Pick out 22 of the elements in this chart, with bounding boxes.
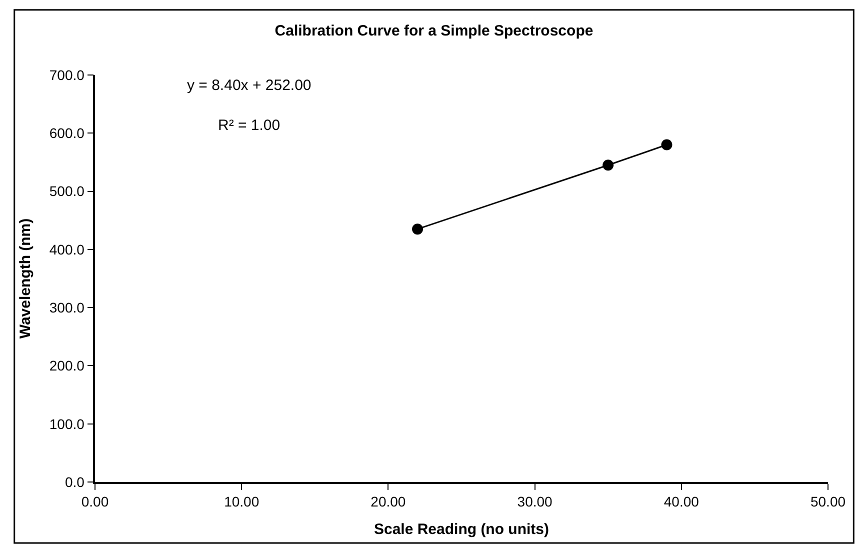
chart-title: Calibration Curve for a Simple Spectroscope bbox=[274, 22, 594, 40]
annotation: R² = 1.00 bbox=[218, 117, 280, 134]
y-tick-label: 0.0 bbox=[64, 474, 85, 490]
x-tick-label: 30.00 bbox=[517, 494, 553, 510]
y-tick-label: 300.0 bbox=[49, 299, 85, 316]
y-tick-label: 600.0 bbox=[49, 125, 85, 142]
y-tick-label: 500.0 bbox=[49, 183, 85, 200]
x-tick-label: 10.00 bbox=[224, 494, 260, 510]
x-tick-label: 40.00 bbox=[664, 494, 700, 510]
point bbox=[412, 224, 424, 235]
y-tick-label: 400.0 bbox=[49, 241, 85, 258]
y-tick-label: 100.0 bbox=[49, 416, 85, 432]
y-tick-label: 200.0 bbox=[49, 358, 85, 374]
x-tick-label: 50.00 bbox=[810, 494, 846, 510]
point bbox=[661, 139, 672, 150]
point bbox=[602, 160, 614, 171]
x-tick-label: 0.00 bbox=[81, 494, 109, 510]
x-tick-label: 20.00 bbox=[370, 494, 406, 510]
x-axis-title: Scale Reading (no units) bbox=[374, 521, 550, 538]
y-axis-title: Wavelength (nm) bbox=[17, 218, 34, 339]
annotation: y = 8.40x + 252.00 bbox=[187, 77, 312, 94]
y-tick-label: 700.0 bbox=[49, 66, 85, 83]
